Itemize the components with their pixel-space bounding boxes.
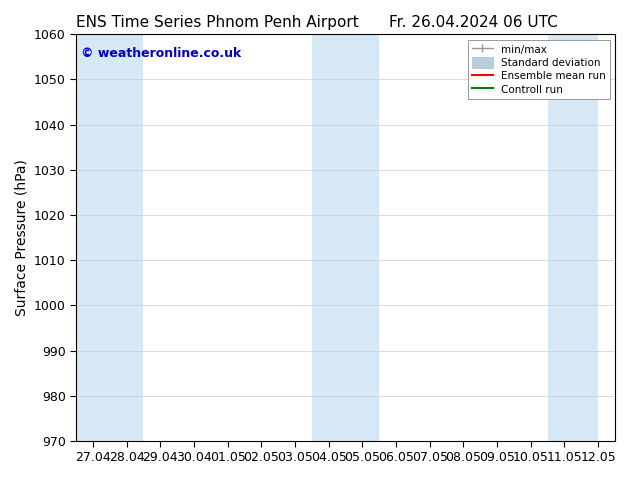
- Text: Fr. 26.04.2024 06 UTC: Fr. 26.04.2024 06 UTC: [389, 15, 558, 30]
- Text: © weatheronline.co.uk: © weatheronline.co.uk: [81, 47, 242, 59]
- Y-axis label: Surface Pressure (hPa): Surface Pressure (hPa): [14, 159, 29, 316]
- Bar: [76, 34, 143, 441]
- Bar: [312, 34, 379, 441]
- Legend: min/max, Standard deviation, Ensemble mean run, Controll run: min/max, Standard deviation, Ensemble me…: [467, 40, 610, 99]
- Bar: [548, 34, 598, 441]
- Text: ENS Time Series Phnom Penh Airport: ENS Time Series Phnom Penh Airport: [76, 15, 359, 30]
